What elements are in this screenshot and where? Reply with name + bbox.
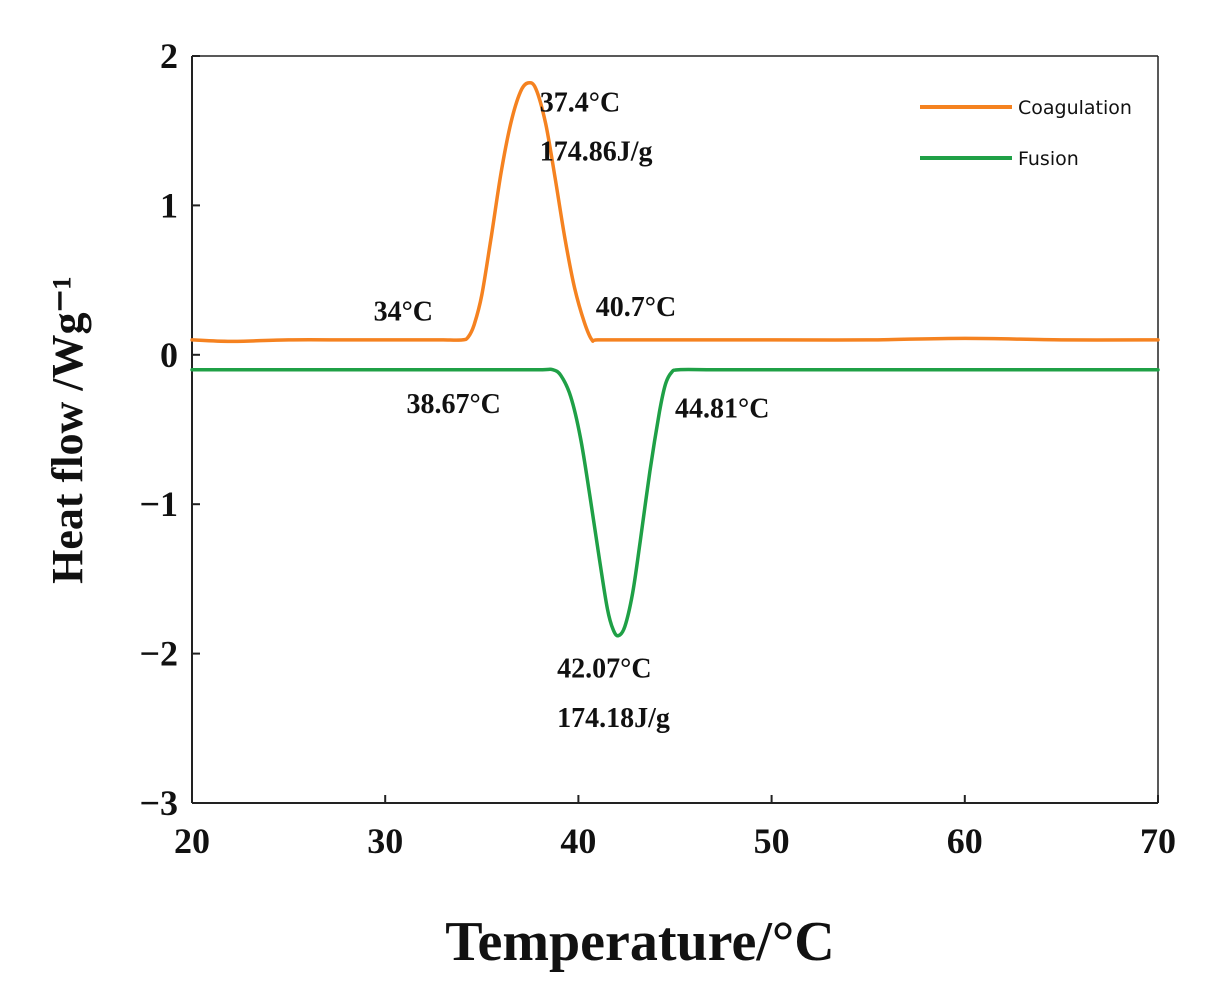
- x-tick-label: 30: [367, 821, 403, 861]
- y-tick-label: −1: [139, 484, 178, 524]
- x-tick-label: 50: [754, 821, 790, 861]
- x-tick-label: 20: [174, 821, 210, 861]
- annotation-coag-peak-temp: 37.4°C: [540, 87, 620, 118]
- annotation-coag-onset: 34°C: [374, 296, 433, 327]
- legend-label-coagulation: Coagulation: [1018, 97, 1132, 119]
- series-line-coagulation: [190, 80, 1160, 344]
- x-tick-label: 60: [947, 821, 983, 861]
- y-tick-label: 1: [160, 185, 178, 225]
- annotation-fusion-peak-temp: 42.07°C: [557, 654, 651, 685]
- annotation-coag-endset: 40.7°C: [596, 292, 676, 323]
- series-line-fusion: [190, 367, 1160, 638]
- y-axis: 2 1 0 −1 −2 −3: [139, 36, 200, 823]
- annotation-fusion-enthalpy: 174.18J/g: [557, 703, 670, 734]
- annotation-coag-enthalpy: 174.86J/g: [540, 137, 653, 168]
- y-tick-label: −3: [139, 783, 178, 823]
- annotation-fusion-onset: 38.67°C: [406, 389, 500, 420]
- x-axis: 20 30 40 50 60 70: [174, 795, 1176, 861]
- series-layer: [190, 80, 1160, 638]
- x-tick-label: 70: [1140, 821, 1176, 861]
- y-tick-label: −2: [139, 634, 178, 674]
- legend: Coagulation Fusion: [920, 97, 1132, 170]
- y-tick-label: 0: [160, 335, 178, 375]
- y-axis-title: Heat flow /Wg⁻¹: [43, 276, 92, 584]
- annotation-layer: 37.4°C 174.86J/g 34°C 40.7°C 38.67°C 44.81°C 4…: [374, 87, 770, 734]
- annotation-fusion-endset: 44.81°C: [675, 394, 769, 425]
- plot-frame: [191, 55, 1159, 804]
- x-axis-title: Temperature/°C: [445, 911, 834, 973]
- legend-label-fusion: Fusion: [1018, 148, 1079, 170]
- x-tick-label: 40: [560, 821, 596, 861]
- y-tick-label: 2: [160, 36, 178, 76]
